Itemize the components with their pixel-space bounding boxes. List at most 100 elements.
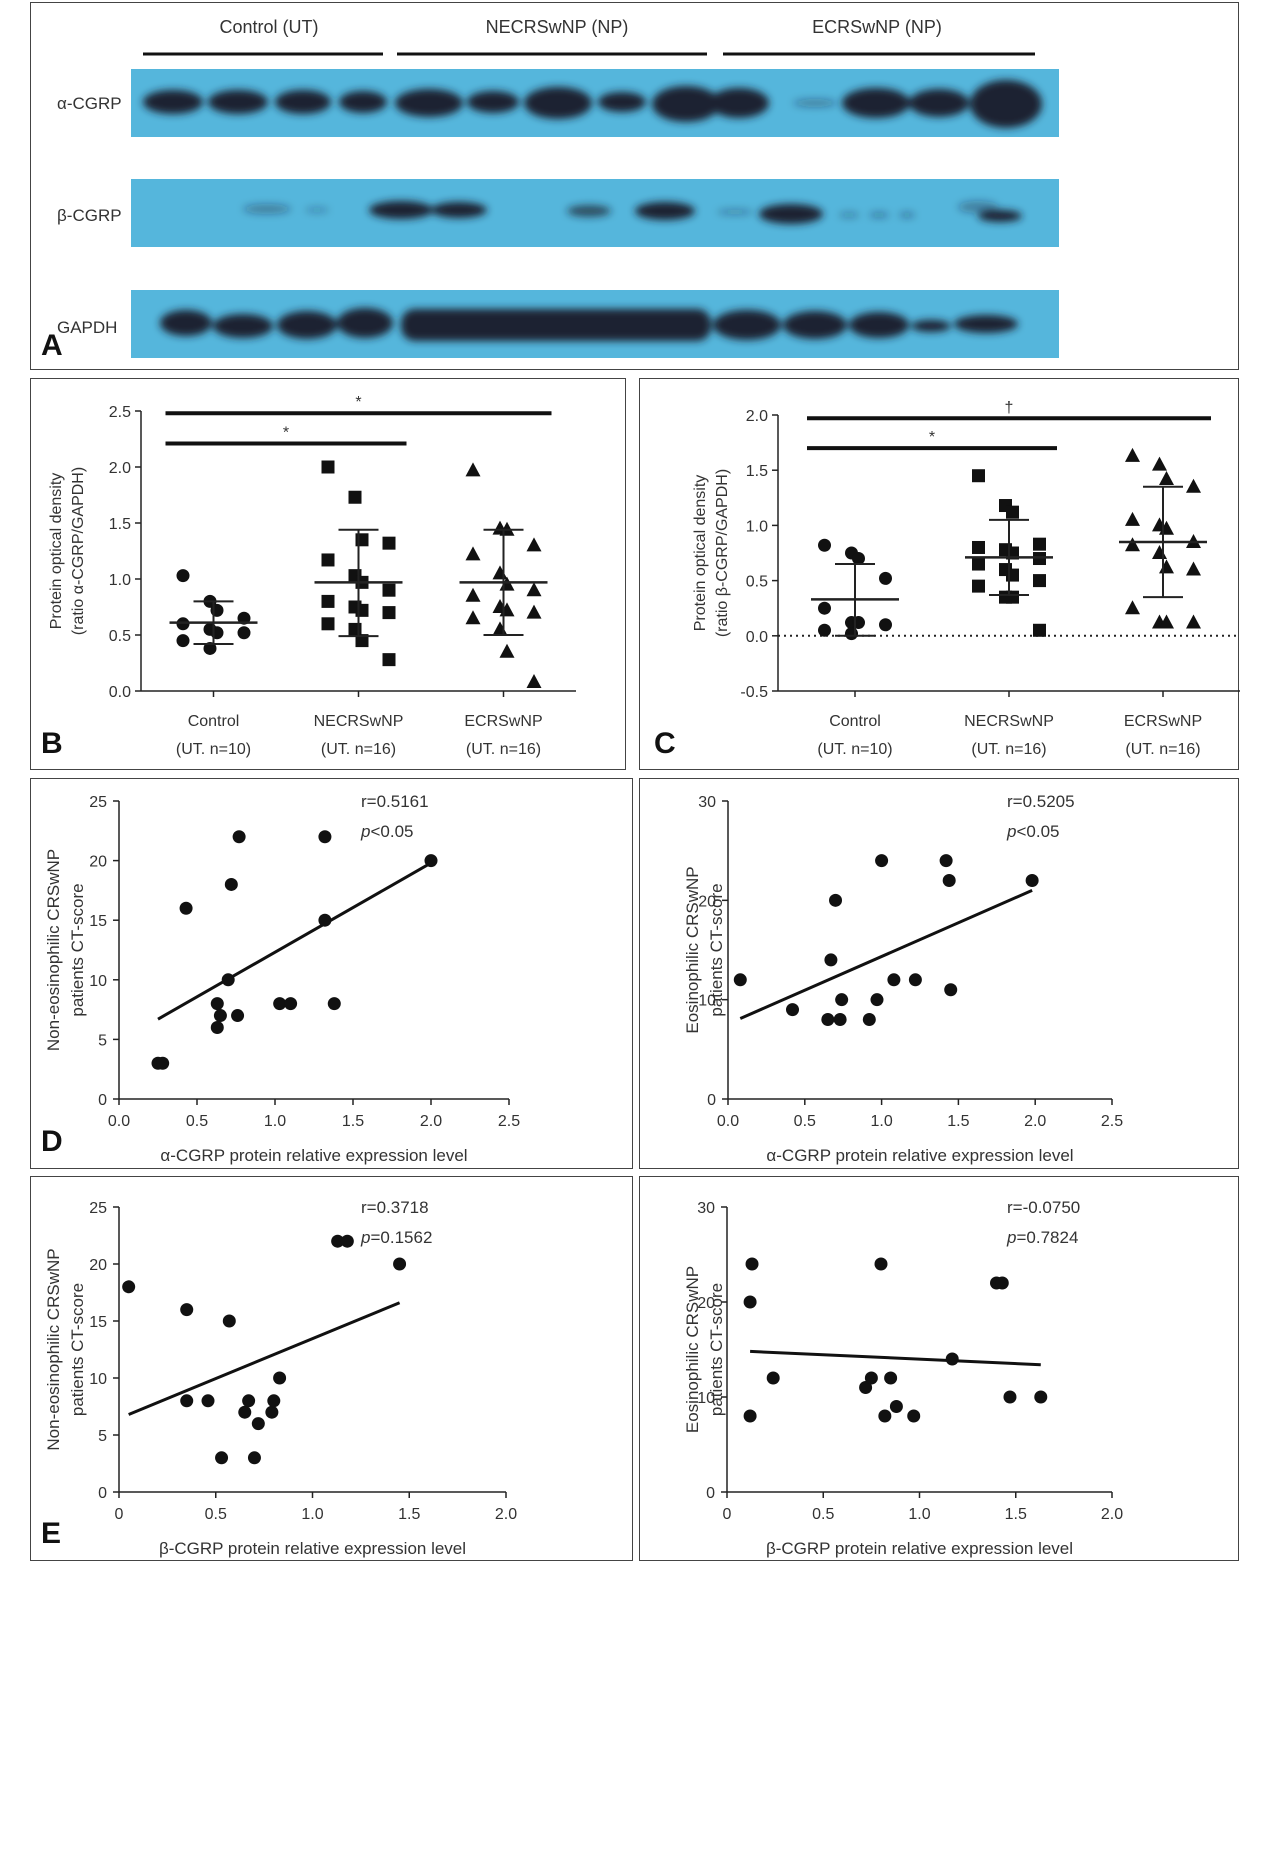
chart-b-point [321,594,335,608]
band-beta-7 [717,209,753,215]
chart-c-point [1125,537,1140,552]
chart-b-group-points [321,460,396,667]
chart-b-point [355,603,369,617]
band-beta-8 [759,204,823,224]
chart-d-right-point [829,893,843,907]
chart-b-point [321,617,335,631]
chart-d-right-point [942,873,956,887]
chart-c-significance-label: * [929,429,935,446]
chart-e-left-xtick-label: 1.0 [301,1506,323,1523]
chart-b-point [499,643,515,658]
chart-c-ytick-label: 1.5 [746,463,768,480]
chart-e-left-point [340,1234,354,1248]
band-alpha-8 [598,92,646,112]
chart-d-left-point [424,854,438,868]
chart-d-right-point [862,1013,876,1027]
chart-e-left-ytick-label: 5 [98,1428,107,1445]
band-beta-3 [369,201,433,219]
chart-d-left-point [318,830,332,844]
chart-e-left-xtick-label: 1.5 [398,1506,420,1523]
chart-c-group-sublabel: (UT. n=16) [1125,741,1200,758]
panel-b-alpha-cgrp-scatter: 0.0 0.5 1.0 1.5 2.0 2.5 Protein optical densit… [30,378,626,770]
chart-d-left-regression-line [157,861,432,1021]
chart-c-ytick-label: 0.0 [746,629,768,646]
chart-e-right-p-symbol: p [1006,1228,1016,1247]
chart-c-ylabel: (ratio β-CGRP/GAPDH) [714,469,731,637]
chart-e-left-xtick-label: 0.5 [205,1506,227,1523]
blot-group-label-necrswnp: NECRSwNP (NP) [486,17,629,37]
chart-e-right-svg: 0 10 20 30 0 0.5 1.0 1.5 2.0 β-CGRP protein relat… [683,1198,1123,1558]
chart-d-left-p-value: p<0.05 [360,822,413,841]
chart-c-point [818,623,831,637]
chart-offset-group: 0 10 20 30 0.0 0.5 1.0 1.5 2.0 2.5 α-CGRP protein … [683,792,1123,1165]
chart-e-left-ytick-label: 20 [89,1257,107,1274]
chart-c-point [879,618,892,632]
chart-c-point [1152,456,1167,471]
chart-d-left-point [224,877,238,891]
chart-b-group-sublabel: (UT. n=16) [321,741,396,758]
chart-c-point [972,540,985,554]
chart-b-group-sublabel: (UT. n=10) [176,741,251,758]
chart-e-left-r-value: r=0.3718 [361,1198,429,1217]
chart-e-left-point [122,1280,136,1294]
chart-e-left-ylabel: Non-eosinophilic CRSwNP [44,1248,63,1450]
chart-d-right-point [870,993,884,1007]
chart-e-left-xlabel: β-CGRP protein relative expression level [159,1539,466,1558]
band-alpha-5 [395,89,463,117]
band-beta-11 [899,212,915,218]
chart-d-left-ytick-label: 20 [89,854,107,871]
chart-e-right-point [878,1409,892,1423]
chart-d-left-point [179,901,193,915]
chart-b-point [210,603,224,617]
chart-b-point [492,565,508,580]
chart-c-point [972,557,985,571]
chart-d-right-p-text: <0.05 [1016,822,1059,841]
band-gapdh-3 [277,311,337,339]
chart-c-ytick-label: 2.0 [746,408,768,425]
chart-c-point [818,538,831,552]
chart-e-left-point [331,1234,345,1248]
chart-b-point [465,462,481,477]
chart-c-point [879,571,892,585]
blot-bands-gapdh [160,308,1018,341]
chart-d-left-points [151,830,438,1070]
chart-d-right-svg: 0 10 20 30 0.0 0.5 1.0 1.5 2.0 2.5 α-CGRP protein … [683,792,1123,1165]
chart-e-right-point [995,1276,1009,1290]
chart-b-ytick-label: 0.5 [109,628,131,645]
chart-c-point [1186,561,1201,576]
panel-c-beta-cgrp-scatter: -0.5 0.0 0.5 1.0 1.5 2.0 Protein optical densi… [639,378,1240,770]
chart-d-left-point [156,1056,170,1070]
band-alpha-9 [652,86,720,122]
chart-e-right-p-value: p=0.7824 [1006,1228,1078,1247]
band-alpha-14 [970,80,1042,128]
chart-e-left-point [251,1417,265,1431]
chart-b-point [355,533,369,547]
chart-c-point [1186,614,1201,629]
blot-row-label-beta: β-CGRP [57,206,122,225]
chart-d-left-point [210,997,224,1011]
panel-d-left-scatter: 0 5 10 15 20 25 0.0 0.5 1.0 1.5 2.0 2.5 α-CGRP prote… [30,778,633,1169]
chart-d-left-point [232,830,246,844]
chart-b-significance-label: * [355,394,361,411]
chart-e-left-point [180,1394,194,1408]
chart-e-right-points [743,1257,1048,1423]
chart-c-ytick-label: 0.5 [746,574,768,591]
chart-b-point [348,622,362,636]
chart-d-right-point [786,1003,800,1017]
chart-d-left-point [318,913,332,927]
chart-d-right-ytick-label: 0 [707,1092,716,1109]
chart-b-point [465,546,481,561]
band-alpha-7 [524,87,592,119]
chart-e-right-xlabel: β-CGRP protein relative expression level [766,1539,1073,1558]
chart-e-right-ytick-label: 20 [697,1295,715,1312]
chart-d-right-xtick-label: 2.5 [1101,1113,1123,1130]
chart-e-left-point [247,1451,261,1465]
chart-e-right-ytick-label: 10 [697,1390,715,1407]
chart-d-right-point [1025,873,1039,887]
chart-e-left-point [222,1314,236,1328]
chart-e-right-point [1034,1390,1048,1404]
chart-b-point [382,653,396,667]
chart-e-left-point [180,1303,194,1317]
chart-d-left-ylabel: Non-eosinophilic CRSwNP [44,849,63,1051]
chart-b-point [492,621,508,636]
